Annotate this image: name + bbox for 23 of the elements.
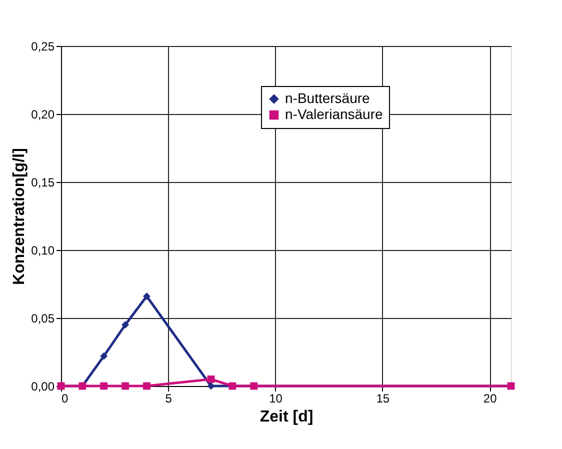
point (122, 321, 129, 329)
point (100, 382, 108, 390)
point (143, 292, 150, 300)
y-tick-label: 0,00 (31, 380, 55, 394)
x-tick-label: 20 (483, 392, 498, 406)
x-tick-label: 5 (165, 392, 172, 406)
x-tick-label: 10 (269, 392, 283, 406)
x-tick-label: 15 (376, 392, 390, 406)
legend-label: n-Valeriansäure (285, 106, 384, 122)
point (122, 382, 129, 390)
y-axis-title: Konzentration[g/l] (11, 148, 28, 285)
y-tick-label: 0,10 (31, 244, 55, 258)
y-tick-label: 0,15 (31, 176, 55, 190)
point (143, 382, 150, 390)
x-axis-title: Zeit [d] (260, 408, 314, 426)
point (207, 375, 215, 383)
y-tick-label: 0,25 (31, 40, 55, 54)
point (100, 352, 108, 360)
point (207, 382, 215, 390)
y-tick-label: 0,05 (31, 312, 55, 326)
y-tick-label: 0,20 (31, 108, 55, 122)
x-tick-label: 0 (62, 392, 68, 406)
legend-label: n-Buttersäure (285, 90, 370, 106)
